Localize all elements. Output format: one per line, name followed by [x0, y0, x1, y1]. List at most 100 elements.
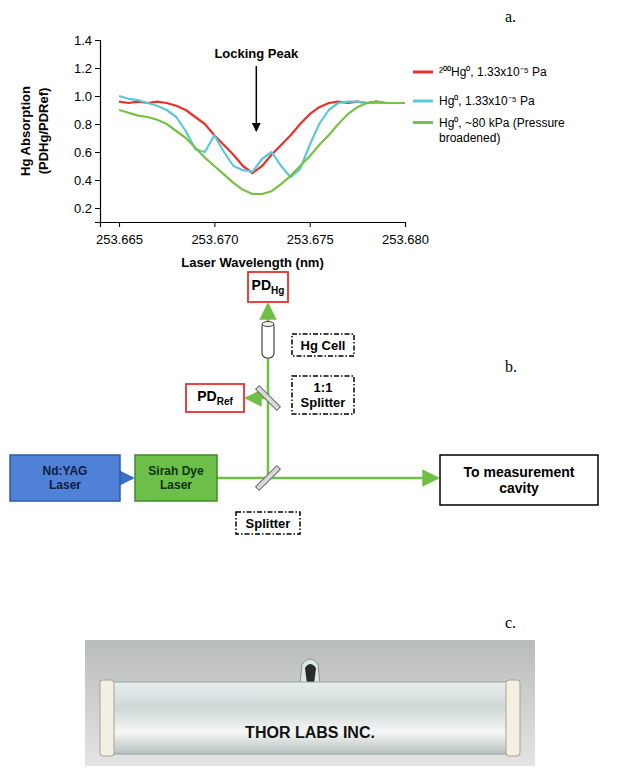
text-line: Nd:YAG [43, 464, 88, 478]
panel-label: a. [505, 8, 516, 25]
text-line: Splitter [301, 395, 346, 410]
x-axis-title: Laser Wavelength (nm) [181, 255, 324, 270]
node-box [10, 455, 120, 501]
tick-label: 0.4 [74, 173, 92, 188]
text-line: Hg⁰, ~80 kPa (Pressure [439, 116, 565, 130]
axis-line [101, 223, 406, 228]
tick-mark [95, 96, 100, 97]
beam [217, 477, 438, 480]
node-label-sub: Ref [217, 396, 234, 407]
node-box [135, 455, 217, 501]
tick: 0.6 [74, 145, 100, 160]
node-label: To measurementcavity [464, 464, 575, 496]
node-label: PDHg [252, 277, 285, 296]
tick-mark [405, 222, 406, 227]
y-axis-title: Hg Absorption [18, 86, 33, 176]
tick-mark [310, 222, 311, 227]
node-label: PDRef [197, 388, 233, 407]
legend-swatch [413, 121, 433, 124]
node-label: Splitter [246, 516, 291, 531]
tick-mark [214, 222, 215, 227]
node-box [292, 334, 354, 356]
tick-label: 253.680 [382, 232, 429, 247]
panel-b: PDHgPDRefHg Cell1:1SplitterNd:YAGLaserSi… [10, 272, 598, 534]
text-line: Hg Cell [301, 338, 346, 353]
tick-label: 1.2 [74, 61, 92, 76]
hg-cell-body [262, 322, 274, 358]
cell-window-left [100, 680, 114, 756]
legend-swatch [413, 100, 433, 103]
text-line: 1:1 [314, 380, 333, 395]
tick: 1.2 [74, 61, 100, 76]
hg-cell-end [262, 322, 274, 327]
tick: 253.665 [96, 222, 143, 247]
mirror [256, 466, 281, 491]
y-axis-title: (PDHg/PDRef) [36, 88, 51, 175]
tick-mark [95, 208, 100, 209]
node-label: Nd:YAGLaser [43, 464, 88, 492]
series-line [119, 96, 405, 177]
cell-tube [108, 682, 512, 754]
text-line: Sirah Dye [148, 464, 204, 478]
tick-mark [95, 40, 100, 41]
text-line: Splitter [246, 516, 291, 531]
panel-label: c. [505, 614, 516, 631]
panel-label: b. [505, 358, 517, 375]
text-line: To measurement [464, 464, 575, 480]
tick: 1.0 [74, 89, 100, 104]
cell-window-right [506, 680, 520, 756]
tick-label: 253.670 [191, 232, 238, 247]
legend-label: ²⁰⁰Hg⁰, 1.33x10⁻⁵ Pa [439, 65, 547, 79]
tick: 1.4 [74, 33, 100, 48]
annotation-text: Locking Peak [214, 46, 299, 61]
tick: 0.4 [74, 173, 100, 188]
legend: ²⁰⁰Hg⁰, 1.33x10⁻⁵ Pa Hg⁰, 1.33x10⁻⁵ Pa Hg⁰… [413, 65, 565, 145]
node-label-main: PD [197, 388, 216, 404]
text-line: Laser [49, 478, 81, 492]
cell-stem [300, 659, 320, 684]
tick-label: 253.675 [287, 232, 334, 247]
node-box [236, 512, 300, 534]
annotation-arrow [256, 66, 258, 131]
axis-line [95, 41, 101, 223]
y-axis: 0.2 0.4 0.6 0.8 1.0 1.2 1.4 [74, 33, 101, 223]
tick-mark [95, 124, 100, 125]
series-line [119, 102, 405, 173]
x-axis: 253.665 253.670 253.675 253.680 [96, 222, 429, 247]
plot-lines [119, 96, 405, 194]
node-label: Sirah DyeLaser [148, 464, 204, 492]
node-label: Hg Cell [301, 338, 346, 353]
panel-c: THOR LABS INC. c. [85, 614, 535, 766]
mirror [256, 386, 281, 411]
tick: 0.2 [74, 201, 100, 216]
text-line: ²⁰⁰Hg⁰, 1.33x10⁻⁵ Pa [439, 65, 547, 79]
tick-label: 253.665 [96, 232, 143, 247]
node-box [186, 384, 244, 412]
tick-mark [95, 180, 100, 181]
legend-swatch [413, 71, 433, 74]
tick: 0.8 [74, 117, 100, 132]
tick-mark [95, 68, 100, 69]
figure: 253.665 253.670 253.675 253.680 0.2 0.4 0.6 0.8… [0, 0, 617, 772]
tick-label: 0.8 [74, 117, 92, 132]
node-label-main: PD [252, 277, 271, 293]
node-box [248, 272, 288, 302]
photo-text: THOR LABS INC. [245, 724, 375, 741]
text-line: broadened) [439, 131, 500, 145]
tick: 253.675 [287, 222, 334, 247]
legend-label: Hg⁰, ~80 kPa (Pressurebroadened) [439, 116, 565, 145]
tick-label: 0.6 [74, 145, 92, 160]
tick: 253.670 [191, 222, 238, 247]
tick-label: 1.0 [74, 89, 92, 104]
legend-label: Hg⁰, 1.33x10⁻⁵ Pa [439, 94, 535, 108]
tick-mark [119, 222, 120, 227]
node-box [440, 455, 598, 505]
node-label-sub: Hg [271, 285, 284, 296]
node-label: 1:1Splitter [301, 380, 346, 410]
pump-beam [120, 477, 133, 480]
panel-a: 253.665 253.670 253.675 253.680 0.2 0.4 0.6 0.8… [18, 8, 565, 270]
photo-background [85, 640, 535, 766]
series-line [119, 102, 405, 194]
text-line: Hg⁰, 1.33x10⁻⁵ Pa [439, 94, 535, 108]
text-line: cavity [499, 480, 539, 496]
